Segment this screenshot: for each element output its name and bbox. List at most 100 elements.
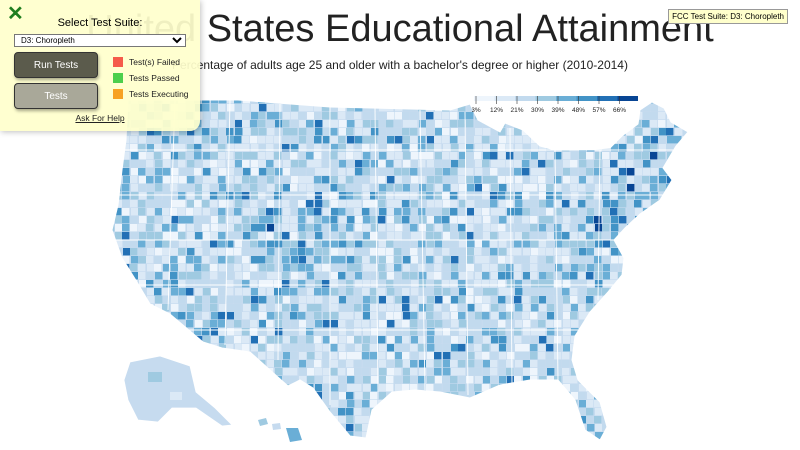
county-cell[interactable]: [435, 344, 443, 352]
county-cell[interactable]: [651, 416, 659, 424]
county-cell[interactable]: [106, 320, 114, 328]
county-cell[interactable]: [531, 392, 539, 400]
county-cell[interactable]: [274, 152, 282, 160]
county-cell[interactable]: [650, 184, 658, 192]
county-cell[interactable]: [658, 120, 666, 128]
county-cell[interactable]: [218, 352, 226, 360]
county-cell[interactable]: [618, 328, 626, 336]
county-cell[interactable]: [650, 144, 658, 152]
county-cell[interactable]: [106, 192, 114, 200]
county-cell[interactable]: [227, 224, 235, 232]
county-cell[interactable]: [283, 168, 291, 176]
county-cell[interactable]: [298, 312, 306, 320]
county-cell[interactable]: [419, 360, 427, 368]
county-cell[interactable]: [498, 416, 506, 424]
county-cell[interactable]: [138, 248, 146, 256]
county-cell[interactable]: [691, 392, 698, 399]
county-cell[interactable]: [466, 296, 474, 304]
county-cell[interactable]: [547, 232, 555, 240]
county-cell[interactable]: [315, 248, 323, 256]
county-cell[interactable]: [571, 192, 579, 200]
county-cell[interactable]: [634, 352, 642, 360]
county-cell[interactable]: [187, 160, 195, 168]
county-cell[interactable]: [282, 288, 290, 296]
county-cell[interactable]: [674, 176, 682, 184]
county-cell[interactable]: [626, 368, 634, 376]
county-cell[interactable]: [451, 296, 459, 304]
county-cell[interactable]: [202, 312, 210, 320]
county-cell[interactable]: [451, 176, 459, 184]
county-cell[interactable]: [322, 216, 330, 224]
county-cell[interactable]: [274, 136, 282, 144]
county-cell[interactable]: [402, 288, 410, 296]
county-cell[interactable]: [410, 144, 418, 152]
county-cell[interactable]: [243, 224, 251, 232]
county-cell[interactable]: [291, 304, 299, 312]
county-cell[interactable]: [363, 216, 371, 224]
county-cell[interactable]: [187, 352, 195, 360]
county-cell[interactable]: [563, 168, 571, 176]
county-cell[interactable]: [643, 264, 651, 272]
county-cell[interactable]: [627, 384, 635, 392]
county-cell[interactable]: [506, 416, 514, 424]
county-cell[interactable]: [147, 128, 155, 136]
county-cell[interactable]: [162, 200, 170, 208]
county-cell[interactable]: [547, 368, 555, 376]
county-cell[interactable]: [483, 288, 491, 296]
county-cell[interactable]: [459, 112, 467, 120]
county-cell[interactable]: [298, 288, 306, 296]
county-cell[interactable]: [451, 312, 459, 320]
county-cell[interactable]: [635, 328, 643, 336]
county-cell[interactable]: [402, 192, 410, 200]
county-cell[interactable]: [450, 384, 458, 392]
county-cell[interactable]: [691, 152, 698, 159]
county-cell[interactable]: [682, 104, 689, 112]
county-cell[interactable]: [498, 224, 506, 232]
county-cell[interactable]: [339, 312, 347, 320]
county-cell[interactable]: [331, 320, 339, 328]
county-cell[interactable]: [203, 168, 211, 176]
county-cell[interactable]: [555, 392, 563, 400]
county-cell[interactable]: [123, 240, 131, 248]
county-cell[interactable]: [571, 264, 579, 272]
county-cell[interactable]: [691, 248, 698, 255]
county-cell[interactable]: [482, 304, 490, 312]
county-cell[interactable]: [554, 416, 562, 424]
county-cell[interactable]: [650, 264, 658, 272]
county-cell[interactable]: [555, 208, 563, 216]
county-cell[interactable]: [491, 440, 498, 447]
county-cell[interactable]: [450, 416, 458, 424]
county-cell[interactable]: [531, 280, 539, 288]
county-cell[interactable]: [626, 360, 634, 368]
county-cell[interactable]: [203, 232, 211, 240]
county-cell[interactable]: [186, 280, 194, 288]
county-cell[interactable]: [315, 200, 323, 208]
county-cell[interactable]: [258, 192, 266, 200]
county-cell[interactable]: [242, 312, 250, 320]
county-cell[interactable]: [218, 136, 226, 144]
county-cell[interactable]: [330, 336, 338, 344]
county-cell[interactable]: [675, 128, 683, 136]
county-cell[interactable]: [282, 192, 290, 200]
county-cell[interactable]: [274, 200, 282, 208]
county-cell[interactable]: [171, 128, 179, 136]
county-cell[interactable]: [355, 96, 363, 104]
county-cell[interactable]: [331, 296, 339, 304]
county-cell[interactable]: [170, 416, 178, 424]
county-cell[interactable]: [178, 416, 186, 424]
county-cell[interactable]: [579, 176, 587, 184]
county-cell[interactable]: [547, 152, 555, 160]
county-cell[interactable]: [434, 424, 442, 432]
county-cell[interactable]: [171, 160, 179, 168]
county-cell[interactable]: [667, 176, 675, 184]
county-cell[interactable]: [139, 320, 147, 328]
county-cell[interactable]: [371, 120, 379, 128]
county-cell[interactable]: [379, 144, 387, 152]
county-cell[interactable]: [306, 328, 314, 336]
county-cell[interactable]: [218, 144, 226, 152]
county-cell[interactable]: [138, 264, 146, 272]
county-cell[interactable]: [114, 168, 122, 176]
county-cell[interactable]: [402, 112, 410, 120]
county-cell[interactable]: [354, 248, 362, 256]
county-cell[interactable]: [338, 112, 346, 120]
